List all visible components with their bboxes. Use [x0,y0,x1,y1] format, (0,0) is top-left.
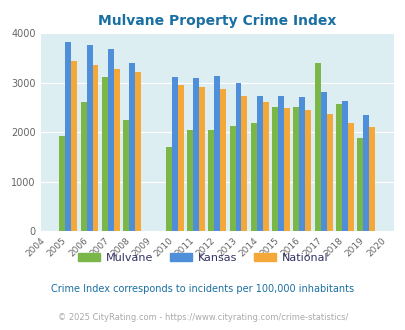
Bar [229,126,235,231]
Bar [108,50,113,231]
Bar [102,77,108,231]
Bar [341,101,347,231]
Bar [123,120,129,231]
Bar [208,130,214,231]
Bar [187,130,192,231]
Bar [113,69,119,231]
Bar [86,45,92,231]
Bar [235,83,241,231]
Bar [293,107,298,231]
Bar [65,42,71,231]
Bar [59,136,65,231]
Bar [129,63,135,231]
Bar [262,102,268,231]
Bar [320,92,326,231]
Bar [362,115,368,231]
Text: Crime Index corresponds to incidents per 100,000 inhabitants: Crime Index corresponds to incidents per… [51,284,354,294]
Bar [305,110,311,231]
Title: Mulvane Property Crime Index: Mulvane Property Crime Index [98,14,336,28]
Bar [271,107,277,231]
Bar [171,77,177,231]
Text: © 2025 CityRating.com - https://www.cityrating.com/crime-statistics/: © 2025 CityRating.com - https://www.city… [58,313,347,322]
Bar [92,65,98,231]
Bar [192,78,198,231]
Legend: Mulvane, Kansas, National: Mulvane, Kansas, National [73,248,332,267]
Bar [241,96,247,231]
Bar [177,85,183,231]
Bar [135,72,141,231]
Bar [198,87,205,231]
Bar [314,63,320,231]
Bar [326,114,332,231]
Bar [368,127,374,231]
Bar [256,96,262,231]
Bar [71,61,77,231]
Bar [347,123,353,231]
Bar [81,102,86,231]
Bar [277,96,284,231]
Bar [284,108,289,231]
Bar [250,123,256,231]
Bar [335,104,341,231]
Bar [356,138,362,231]
Bar [220,89,226,231]
Bar [214,76,220,231]
Bar [298,97,305,231]
Bar [165,147,171,231]
